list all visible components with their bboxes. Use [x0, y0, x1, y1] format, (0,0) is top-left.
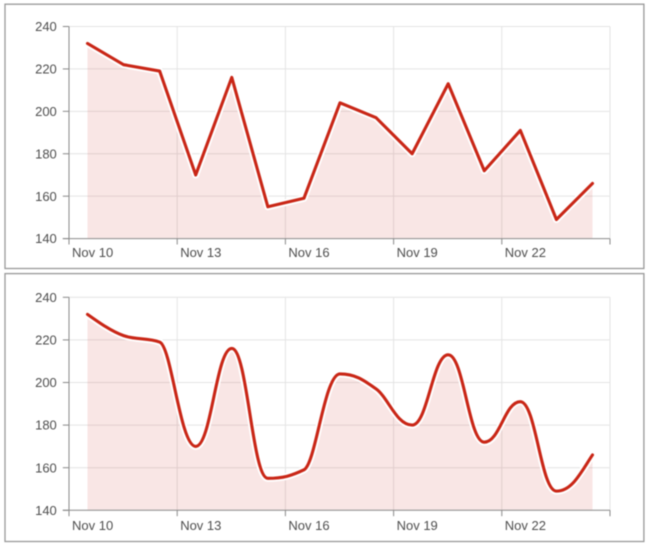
svg-text:Nov 13: Nov 13 — [180, 245, 221, 260]
svg-text:Nov 19: Nov 19 — [397, 518, 438, 533]
svg-text:200: 200 — [35, 104, 57, 119]
svg-text:Nov 16: Nov 16 — [288, 518, 329, 533]
svg-text:Nov 10: Nov 10 — [72, 245, 113, 260]
svg-text:Nov 16: Nov 16 — [288, 245, 329, 260]
svg-text:180: 180 — [35, 418, 57, 433]
svg-text:160: 160 — [35, 189, 57, 204]
svg-text:Nov 13: Nov 13 — [180, 518, 221, 533]
svg-text:Nov 22: Nov 22 — [505, 518, 546, 533]
svg-text:240: 240 — [35, 19, 57, 34]
svg-text:160: 160 — [35, 460, 57, 475]
svg-text:220: 220 — [35, 62, 57, 77]
svg-text:180: 180 — [35, 146, 57, 161]
svg-text:140: 140 — [35, 231, 57, 246]
svg-text:140: 140 — [35, 503, 57, 518]
svg-text:Nov 22: Nov 22 — [505, 245, 546, 260]
svg-text:240: 240 — [35, 290, 57, 305]
svg-text:200: 200 — [35, 375, 57, 390]
svg-text:Nov 19: Nov 19 — [397, 245, 438, 260]
svg-text:Nov 10: Nov 10 — [72, 518, 113, 533]
svg-text:220: 220 — [35, 333, 57, 348]
